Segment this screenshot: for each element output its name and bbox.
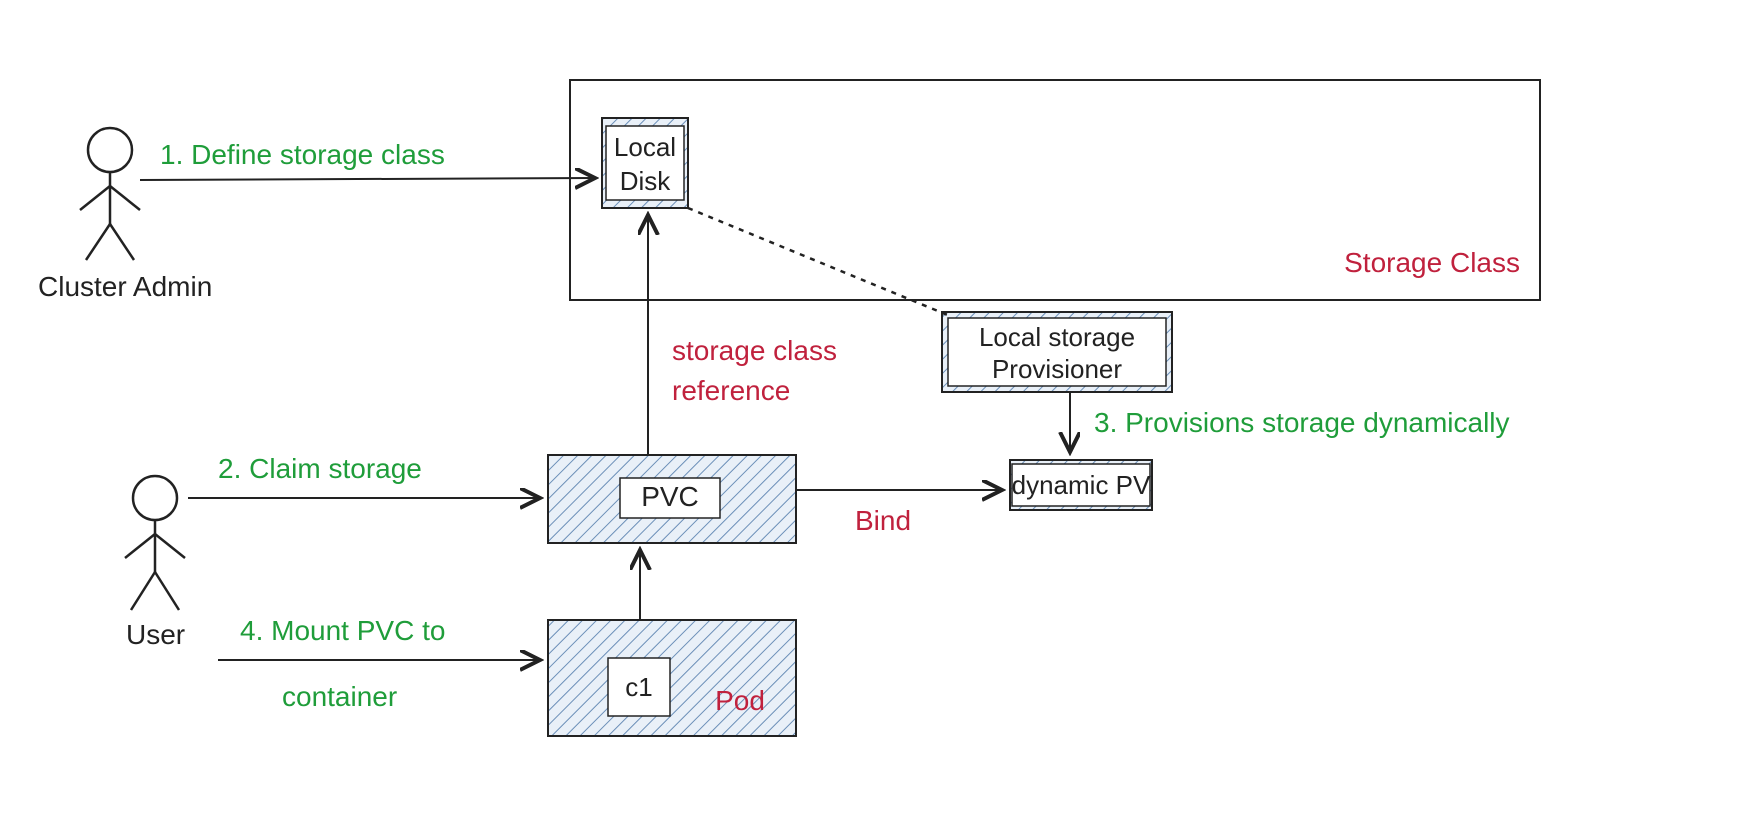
storage-class-label: Storage Class [1344,247,1520,278]
edge-provisioner-dynamicpv-label: 3. Provisions storage dynamically [1094,407,1510,438]
provisioner-node: Local storage Provisioner [942,312,1172,392]
local-disk-label-1: Local [614,132,676,162]
edge-admin-localdisk-label: 1. Define storage class [160,139,445,170]
local-disk-node: Local Disk [602,118,688,208]
local-disk-label-2: Disk [620,166,672,196]
edge-user-pod-label-1: 4. Mount PVC to [240,615,445,646]
pvc-node: PVC [548,455,796,543]
user-actor [125,476,185,610]
pod-label: Pod [715,685,765,716]
edge-pvc-localdisk-label-2: reference [672,375,790,406]
edge-pvc-dynamicpv-label: Bind [855,505,911,536]
provisioner-label-1: Local storage [979,322,1135,352]
edge-pvc-localdisk-label-1: storage class [672,335,837,366]
dynamic-pv-label: dynamic PV [1012,470,1151,500]
dynamic-pv-node: dynamic PV [1010,460,1152,510]
cluster-admin-actor [80,128,140,260]
pod-node: Pod c1 [548,620,796,736]
provisioner-label-2: Provisioner [992,354,1122,384]
edge-admin-localdisk [140,178,595,180]
pvc-label: PVC [641,481,699,512]
edge-user-pod-label-2: container [282,681,397,712]
user-label: User [126,619,185,650]
c1-label: c1 [625,672,652,702]
cluster-admin-label: Cluster Admin [38,271,212,302]
edge-user-pvc-label: 2. Claim storage [218,453,422,484]
